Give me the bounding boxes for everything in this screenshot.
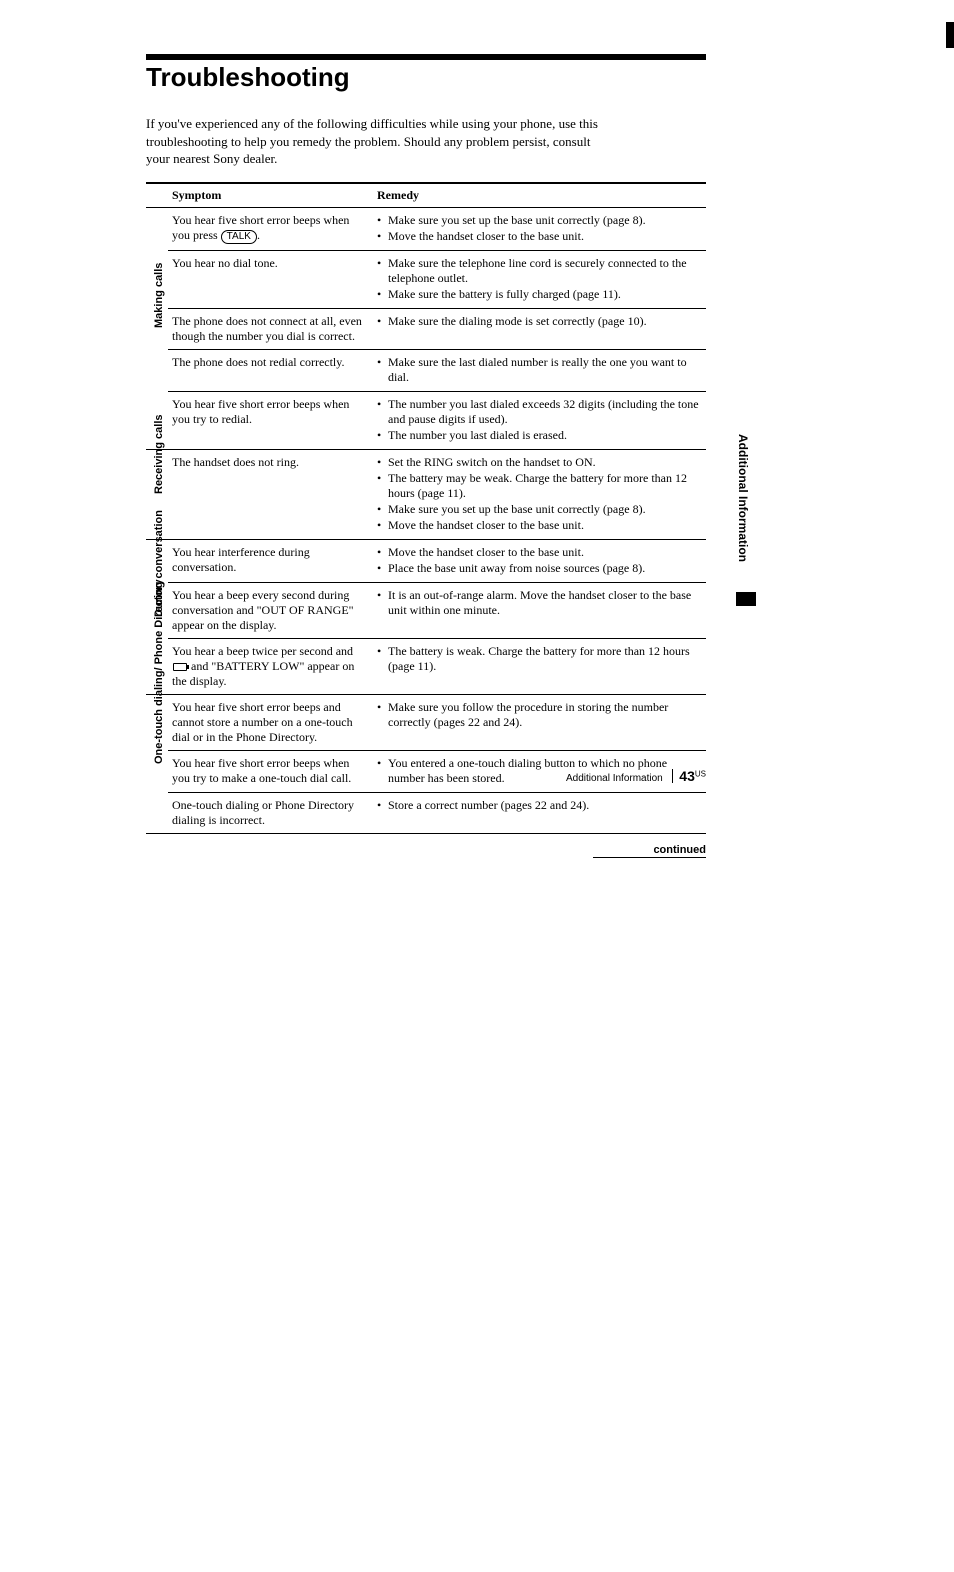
symptom-cell: The handset does not ring. <box>168 449 373 539</box>
table-body: Making callsYou hear five short error be… <box>146 207 706 833</box>
remedy-item: Make sure the telephone line cord is sec… <box>377 256 702 286</box>
continued-indicator: continued <box>146 840 706 858</box>
remedy-list: Move the handset closer to the base unit… <box>377 545 702 576</box>
symptom-cell: You hear five short error beeps when you… <box>168 391 373 449</box>
continued-label: continued <box>593 844 706 858</box>
symptom-cell: You hear a beep every second during conv… <box>168 582 373 638</box>
remedy-cell: The battery is weak. Charge the battery … <box>373 638 706 694</box>
category-label: Making calls <box>153 263 167 328</box>
symptom-cell: You hear interference during conversatio… <box>168 539 373 582</box>
remedy-list: Make sure you set up the base unit corre… <box>377 213 702 244</box>
remedy-list: Store a correct number (pages 22 and 24)… <box>377 798 702 813</box>
category-label: One-touch dialing/ Phone Directory <box>153 579 167 764</box>
symptom-cell: One-touch dialing or Phone Directory dia… <box>168 792 373 833</box>
remedy-item: The battery may be weak. Charge the batt… <box>377 471 702 501</box>
remedy-item: Make sure the battery is fully charged (… <box>377 287 702 302</box>
remedy-list: Make sure the last dialed number is real… <box>377 355 702 385</box>
symptom-cell: You hear a beep twice per second and and… <box>168 638 373 694</box>
remedy-item: Make sure the dialing mode is set correc… <box>377 314 702 329</box>
remedy-item: Make sure you set up the base unit corre… <box>377 502 702 517</box>
page-footer: Additional Information 43US <box>146 768 706 784</box>
table-header-row: Symptom Remedy <box>146 183 706 208</box>
remedy-cell: Make sure you follow the procedure in st… <box>373 694 706 750</box>
content-area: Troubleshooting If you've experienced an… <box>146 54 706 858</box>
side-tab-marker <box>736 592 756 606</box>
symptom-cell: You hear five short error beeps and cann… <box>168 694 373 750</box>
remedy-cell: Store a correct number (pages 22 and 24)… <box>373 792 706 833</box>
remedy-item: Set the RING switch on the handset to ON… <box>377 455 702 470</box>
page-title: Troubleshooting <box>146 62 706 93</box>
remedy-cell: The number you last dialed exceeds 32 di… <box>373 391 706 449</box>
remedy-item: Move the handset closer to the base unit… <box>377 545 702 560</box>
remedy-cell: It is an out-of-range alarm. Move the ha… <box>373 582 706 638</box>
category-cell: One-touch dialing/ Phone Directory <box>146 694 168 833</box>
remedy-list: Make sure the dialing mode is set correc… <box>377 314 702 329</box>
battery-icon <box>173 663 187 671</box>
symptom-cell: The phone does not connect at all, even … <box>168 308 373 349</box>
remedy-cell: Move the handset closer to the base unit… <box>373 539 706 582</box>
remedy-list: Set the RING switch on the handset to ON… <box>377 455 702 533</box>
remedy-item: The battery is weak. Charge the battery … <box>377 644 702 674</box>
footer-page-sup: US <box>695 770 706 779</box>
remedy-item: Make sure the last dialed number is real… <box>377 355 702 385</box>
remedy-item: Make sure you follow the procedure in st… <box>377 700 702 730</box>
side-tab: Additional Information <box>736 434 756 634</box>
document-page: Troubleshooting If you've experienced an… <box>0 0 954 1572</box>
remedy-cell: Make sure the dialing mode is set correc… <box>373 308 706 349</box>
symptom-cell: You hear no dial tone. <box>168 250 373 308</box>
header-blank <box>146 183 168 208</box>
table-row: You hear a beep twice per second and and… <box>146 638 706 694</box>
header-symptom: Symptom <box>168 183 373 208</box>
remedy-item: Make sure you set up the base unit corre… <box>377 213 702 228</box>
remedy-cell: Make sure the telephone line cord is sec… <box>373 250 706 308</box>
symptom-cell: You hear five short error beeps when you… <box>168 207 373 250</box>
intro-paragraph: If you've experienced any of the followi… <box>146 115 616 168</box>
remedy-list: Make sure you follow the procedure in st… <box>377 700 702 730</box>
remedy-item: Store a correct number (pages 22 and 24)… <box>377 798 702 813</box>
remedy-cell: Make sure you set up the base unit corre… <box>373 207 706 250</box>
table-row: The phone does not connect at all, even … <box>146 308 706 349</box>
footer-section: Additional Information <box>566 773 663 784</box>
table-row: You hear a beep every second during conv… <box>146 582 706 638</box>
table-row: During conversationYou hear interference… <box>146 539 706 582</box>
talk-button-icon: TALK <box>221 230 257 244</box>
remedy-item: Place the base unit away from noise sour… <box>377 561 702 576</box>
side-tab-label: Additional Information <box>736 434 750 562</box>
top-accent-bar <box>946 22 954 48</box>
table-row: The phone does not redial correctly.Make… <box>146 349 706 391</box>
category-label: Receiving calls <box>153 415 167 495</box>
remedy-item: It is an out-of-range alarm. Move the ha… <box>377 588 702 618</box>
remedy-list: The number you last dialed exceeds 32 di… <box>377 397 702 443</box>
remedy-cell: Set the RING switch on the handset to ON… <box>373 449 706 539</box>
symptom-cell: The phone does not redial correctly. <box>168 349 373 391</box>
remedy-item: Move the handset closer to the base unit… <box>377 229 702 244</box>
troubleshooting-table: Symptom Remedy Making callsYou hear five… <box>146 182 706 834</box>
remedy-list: The battery is weak. Charge the battery … <box>377 644 702 674</box>
category-cell: Making calls <box>146 207 168 449</box>
table-row: Making callsYou hear five short error be… <box>146 207 706 250</box>
footer-divider <box>672 769 673 783</box>
remedy-item: Move the handset closer to the base unit… <box>377 518 702 533</box>
header-remedy: Remedy <box>373 183 706 208</box>
table-row: You hear no dial tone.Make sure the tele… <box>146 250 706 308</box>
remedy-item: The number you last dialed is erased. <box>377 428 702 443</box>
table-row: One-touch dialing/ Phone DirectoryYou he… <box>146 694 706 750</box>
footer-page-number: 43 <box>679 768 695 784</box>
table-row: You hear five short error beeps when you… <box>146 391 706 449</box>
remedy-list: It is an out-of-range alarm. Move the ha… <box>377 588 702 618</box>
remedy-list: Make sure the telephone line cord is sec… <box>377 256 702 302</box>
heading-rule <box>146 54 706 60</box>
remedy-item: The number you last dialed exceeds 32 di… <box>377 397 702 427</box>
table-row: Receiving callsThe handset does not ring… <box>146 449 706 539</box>
table-row: One-touch dialing or Phone Directory dia… <box>146 792 706 833</box>
remedy-cell: Make sure the last dialed number is real… <box>373 349 706 391</box>
